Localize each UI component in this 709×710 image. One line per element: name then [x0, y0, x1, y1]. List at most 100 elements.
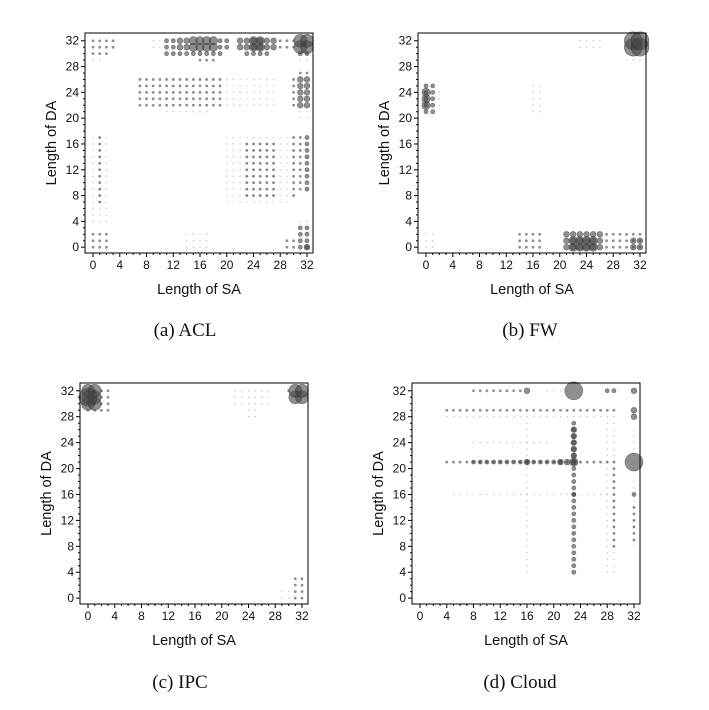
data-point [563, 231, 570, 238]
data-point [570, 445, 578, 453]
y-tick-label: 0 [72, 240, 79, 254]
data-point [304, 135, 310, 140]
data-point [304, 148, 310, 153]
data-point [559, 408, 562, 412]
data-point [588, 236, 598, 246]
data-point [165, 78, 168, 81]
data-point [472, 441, 475, 444]
data-point [292, 90, 296, 94]
data-point [605, 239, 608, 243]
data-point [596, 231, 604, 238]
data-point [526, 454, 528, 457]
data-point [192, 111, 195, 113]
data-point [191, 103, 195, 107]
chart-c: 0 4 8 12 16 20 24 28 32 0 4 8 12 16 20 24 28 32 Length of … [39, 382, 309, 649]
data-point [98, 245, 102, 249]
data-point [191, 78, 195, 81]
data-point [586, 416, 588, 418]
data-point [92, 59, 94, 61]
x-axis-label: Length of SA [152, 633, 236, 649]
data-point [211, 84, 215, 88]
data-point [286, 188, 288, 190]
data-point [573, 416, 575, 418]
y-tick-label: 8 [72, 189, 79, 203]
data-point [599, 460, 602, 464]
data-point [104, 232, 108, 236]
data-point [526, 506, 528, 509]
data-point [605, 460, 609, 464]
data-point [445, 408, 449, 412]
data-point [479, 493, 481, 496]
data-point [632, 538, 636, 542]
x-tick-label: 24 [580, 258, 594, 272]
data-point [265, 155, 269, 159]
data-point [526, 519, 528, 522]
data-point [239, 85, 241, 87]
data-point [633, 474, 635, 476]
data-point [246, 136, 248, 139]
data-point [430, 83, 436, 89]
data-point [105, 207, 108, 210]
data-point [91, 52, 95, 56]
data-point [183, 37, 190, 44]
data-point [265, 194, 269, 197]
data-point [185, 78, 189, 81]
data-point [185, 103, 189, 107]
data-point [178, 84, 182, 88]
data-point [266, 104, 268, 106]
data-point [625, 232, 629, 236]
data-point [458, 460, 462, 464]
data-point [279, 162, 281, 165]
data-point [630, 413, 638, 420]
x-tick-label: 16 [520, 609, 534, 623]
x-tick-label: 32 [295, 609, 309, 623]
data-point [98, 52, 102, 56]
data-point [272, 78, 275, 81]
data-point [518, 245, 522, 249]
data-point [613, 565, 615, 567]
data-point [272, 136, 275, 139]
data-point [571, 479, 577, 484]
data-point [298, 142, 302, 146]
data-point [259, 78, 261, 81]
data-point [526, 545, 528, 548]
data-point [264, 51, 270, 57]
data-point [245, 194, 249, 197]
data-point [292, 78, 296, 81]
data-point [297, 102, 304, 109]
data-point [91, 45, 95, 49]
x-tick-label: 0 [423, 258, 430, 272]
data-point [286, 169, 288, 171]
data-point [226, 175, 228, 177]
data-point [226, 201, 228, 203]
data-point [252, 155, 255, 159]
data-point [251, 51, 256, 57]
data-point [165, 97, 168, 101]
data-point [285, 239, 289, 243]
data-point [306, 220, 308, 223]
data-point [304, 231, 310, 237]
data-point [606, 441, 608, 444]
data-point [252, 136, 255, 139]
data-point [252, 91, 255, 94]
chart-a: 0 4 8 12 16 20 24 28 32 0 4 8 12 16 20 24 28 32 Length of … [44, 32, 314, 298]
data-point [210, 51, 216, 57]
data-point [138, 97, 142, 101]
data-point [171, 78, 175, 81]
data-point [613, 416, 615, 418]
data-point [105, 136, 108, 139]
data-point [606, 532, 608, 535]
data-point [286, 181, 288, 184]
data-point [563, 458, 571, 466]
data-point [176, 37, 184, 44]
data-point [265, 149, 269, 152]
data-point [239, 162, 241, 165]
data-point [292, 194, 296, 197]
data-point [226, 104, 228, 106]
data-point [145, 103, 148, 107]
data-point [259, 85, 261, 87]
data-point [199, 233, 201, 235]
data-point [485, 408, 489, 412]
data-point [234, 403, 236, 405]
y-tick-label: 16 [66, 137, 80, 151]
